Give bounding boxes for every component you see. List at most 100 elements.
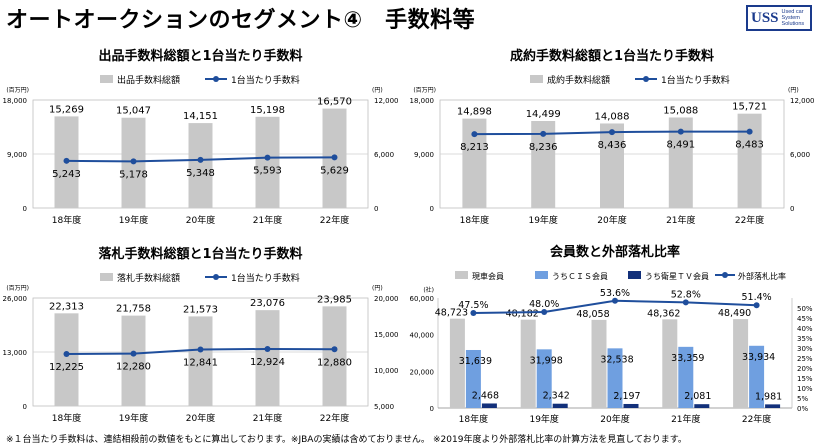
- line-value-label: 52.8%: [671, 289, 701, 300]
- line-point: [264, 345, 271, 352]
- legend-label: 外部落札比率: [738, 271, 786, 281]
- x-tick-label: 21年度: [666, 214, 695, 226]
- legend-label: 1台当たり手数料: [231, 272, 300, 284]
- line-value-label: 8,436: [598, 140, 627, 151]
- legend-swatch-bar: [535, 271, 548, 279]
- line-point: [540, 130, 547, 137]
- line-value-label: 47.5%: [458, 300, 488, 311]
- y2-tick-label: 35%: [797, 335, 813, 343]
- line-value-label: 12,280: [116, 362, 151, 373]
- legend-label: 1台当たり手数料: [661, 74, 730, 86]
- legend-label: うちＣＩＳ会員: [552, 271, 608, 281]
- line-point: [130, 158, 137, 165]
- page-title: オートオークションのセグメント④ 手数料等: [6, 8, 476, 33]
- chart-listing-fee: 出品手数料総額と1台当たり手数料 出品手数料総額 1台当たり手数料 (百万円) (円) 1…: [0, 42, 410, 232]
- line-value-label: 51.4%: [742, 292, 772, 303]
- line-point: [331, 346, 338, 353]
- chart-contract-fee: 成約手数料総額と1台当たり手数料 成約手数料総額 1台当たり手数料 (百万円) (円) 1…: [410, 42, 819, 232]
- bar-value-label: 2,197: [613, 391, 640, 402]
- y2-tick-label: 10,000: [374, 367, 399, 375]
- y2-tick-label: 5,000: [374, 403, 394, 411]
- line-value-label: 8,213: [460, 142, 489, 153]
- line-point: [63, 350, 70, 357]
- bar-value-label: 48,058: [576, 309, 609, 320]
- legend-label: うち衛星ＴＶ会員: [645, 271, 709, 281]
- y-tick-label: 9,000: [7, 151, 27, 159]
- y2-tick-label: 10%: [797, 385, 813, 393]
- chart-title: 落札手数料総額と1台当たり手数料: [98, 246, 302, 262]
- chart-winning-bid-fee: 落札手数料総額と1台当たり手数料 落札手数料総額 1台当たり手数料 (百万円) (円) 2…: [0, 240, 410, 430]
- line-value-label: 5,593: [253, 166, 282, 177]
- x-tick-label: 20年度: [186, 412, 215, 424]
- line-value-label: 8,491: [666, 140, 695, 151]
- bar-value-label: 33,359: [671, 353, 704, 364]
- bar-value-label: 31,998: [530, 355, 563, 366]
- bar-value-label: 2,081: [684, 391, 711, 402]
- bar: [765, 404, 781, 408]
- bar: [536, 349, 552, 408]
- bar-value-label: 16,570: [317, 97, 352, 108]
- footnote-right: ※2019年度より外部落札比率の計算方法を見直しております。: [433, 435, 687, 445]
- line-point: [682, 299, 689, 306]
- x-tick-label: 19年度: [528, 214, 557, 226]
- y-tick-label: 0: [430, 205, 434, 213]
- bar-value-label: 21,573: [183, 304, 218, 315]
- bar: [481, 403, 497, 408]
- line-value-label: 5,243: [52, 169, 81, 180]
- bar: [465, 349, 481, 408]
- y2-tick-label: 12,000: [374, 97, 399, 105]
- bar: [121, 315, 146, 406]
- bar-value-label: 15,269: [49, 104, 84, 115]
- bar-value-label: 22,313: [49, 301, 84, 312]
- x-tick-label: 20年度: [600, 413, 629, 425]
- chart-title: 出品手数料総額と1台当たり手数料: [98, 48, 302, 64]
- x-tick-label: 22年度: [320, 412, 349, 424]
- line-value-label: 5,348: [186, 168, 215, 179]
- y2-tick-label: 50%: [797, 305, 813, 313]
- y2-tick-label: 20%: [797, 365, 813, 373]
- bar-value-label: 48,723: [435, 308, 468, 319]
- bar: [255, 116, 280, 208]
- logo-subtext: Used car System Solutions: [779, 9, 805, 27]
- bar-value-label: 15,088: [663, 105, 698, 116]
- legend-label: 1台当たり手数料: [231, 74, 300, 86]
- y2-tick-label: 20,000: [374, 295, 399, 303]
- line-value-label: 12,841: [183, 358, 218, 369]
- line-point: [197, 156, 204, 163]
- legend-label: 現車会員: [472, 271, 504, 281]
- bar: [733, 319, 749, 408]
- bar: [591, 319, 607, 408]
- bar-value-label: 23,076: [250, 298, 285, 309]
- y2-axis-unit: (円): [372, 285, 383, 292]
- bar-value-label: 14,898: [457, 107, 492, 118]
- line-point: [471, 131, 478, 138]
- y-tick-label: 20,000: [410, 368, 435, 376]
- y2-tick-label: 6,000: [790, 151, 810, 159]
- line-value-label: 8,483: [735, 140, 764, 151]
- chart-title: 成約手数料総額と1台当たり手数料: [510, 48, 714, 64]
- legend-marker: [722, 272, 728, 278]
- y-tick-label: 13,000: [3, 349, 28, 357]
- y2-tick-label: 0: [790, 205, 794, 213]
- y2-tick-label: 0%: [797, 405, 808, 413]
- y2-tick-label: 5%: [797, 395, 808, 403]
- line-value-label: 12,924: [250, 357, 285, 368]
- legend-label: 落札手数料総額: [117, 272, 180, 284]
- bar-value-label: 48,490: [718, 308, 751, 319]
- line-point: [264, 154, 271, 161]
- y-tick-label: 0: [23, 205, 27, 213]
- bar: [520, 319, 536, 408]
- x-tick-label: 22年度: [735, 214, 764, 226]
- y2-tick-label: 15,000: [374, 331, 399, 339]
- x-tick-label: 18年度: [459, 413, 488, 425]
- legend-marker: [643, 76, 649, 82]
- line-point: [753, 302, 760, 309]
- bar-value-label: 2,342: [543, 391, 570, 402]
- y2-tick-label: 6,000: [374, 151, 394, 159]
- line-point: [63, 157, 70, 164]
- bar: [188, 316, 213, 406]
- y-axis-unit: (百万円): [413, 87, 436, 94]
- bar-value-label: 14,151: [183, 111, 218, 122]
